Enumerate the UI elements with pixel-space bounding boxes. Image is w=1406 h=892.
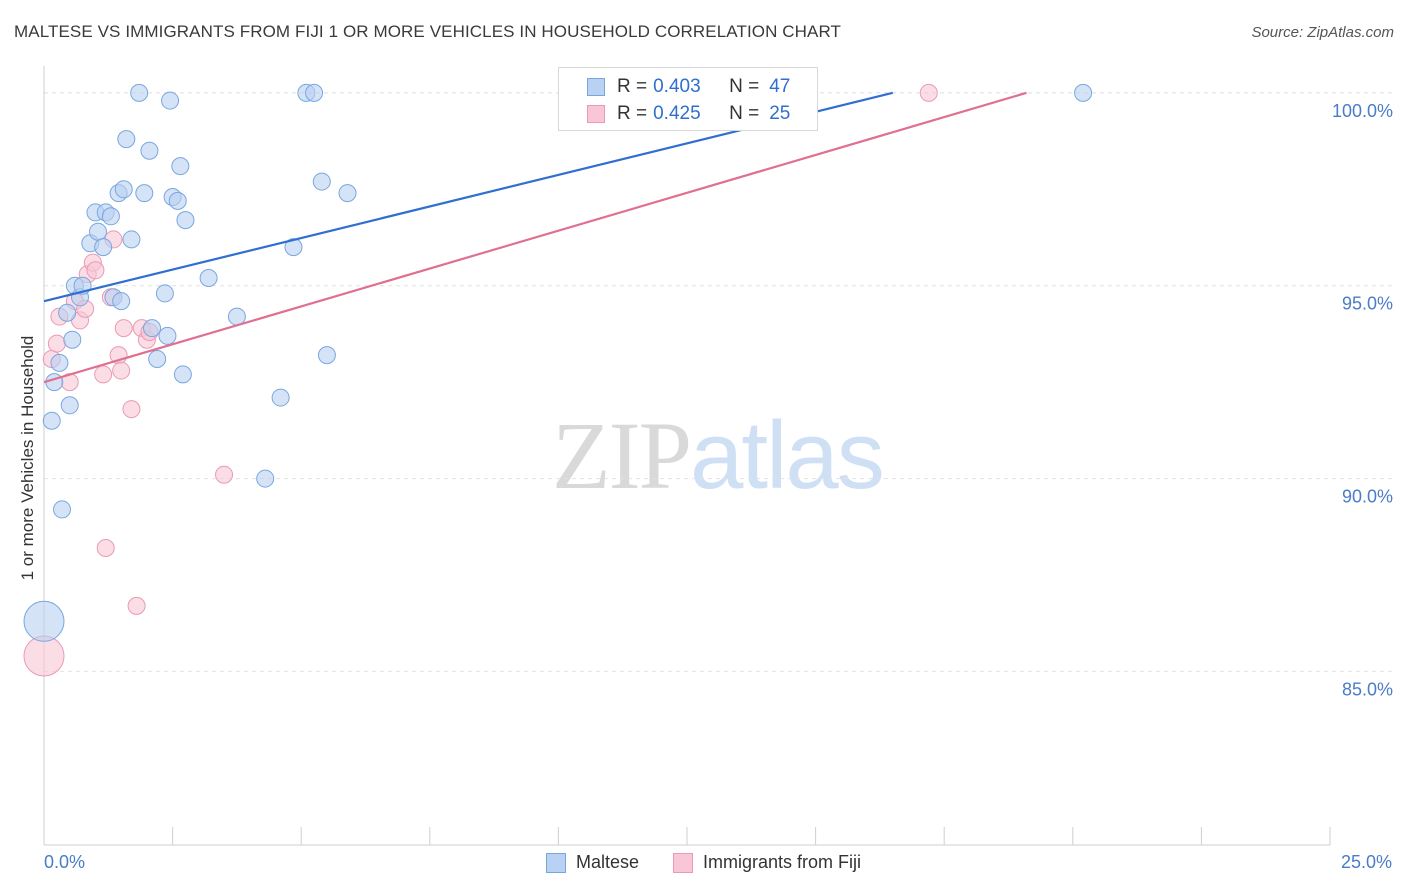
gridlines xyxy=(44,92,1394,672)
fiji-point xyxy=(96,539,115,557)
maltese-point xyxy=(256,469,275,488)
maltese-points xyxy=(23,83,1093,642)
fiji-point xyxy=(86,261,105,280)
fiji-swatch xyxy=(673,852,694,873)
maltese-point xyxy=(60,396,79,415)
maltese-point xyxy=(148,350,167,368)
maltese-point xyxy=(23,600,65,642)
maltese-point xyxy=(338,184,357,203)
fiji-swatch xyxy=(587,105,605,123)
x-tick-min: 0.0% xyxy=(44,852,86,872)
maltese-point xyxy=(42,411,61,430)
legend-row-maltese: R = 0.403 N = 47 xyxy=(587,76,790,98)
maltese-point xyxy=(284,238,303,257)
maltese-point xyxy=(58,303,77,322)
fiji-point xyxy=(112,361,131,380)
fiji-point xyxy=(122,400,141,419)
maltese-point xyxy=(171,157,190,176)
maltese-point xyxy=(317,346,336,365)
maltese-point xyxy=(312,172,331,191)
r-value: 0.403 xyxy=(653,76,701,97)
maltese-point xyxy=(122,230,141,249)
y-tick-label: 90.0% xyxy=(1342,487,1393,507)
watermark: ZIPatlas xyxy=(552,400,885,511)
stats-legend: R = 0.403 N = 47 R = 0.425 N = 25 xyxy=(558,67,818,131)
legend-row-fiji: R = 0.425 N = 25 xyxy=(587,103,790,125)
maltese-point xyxy=(101,207,120,226)
maltese-point xyxy=(45,373,64,392)
maltese-point xyxy=(1074,83,1093,102)
maltese-point xyxy=(143,319,162,338)
r-label: R = xyxy=(617,103,648,124)
axes xyxy=(43,66,1331,846)
y-tick-label: 100.0% xyxy=(1332,101,1393,121)
fiji-point xyxy=(215,465,234,484)
maltese-point xyxy=(176,211,195,230)
x-tick-max: 25.0% xyxy=(1340,852,1392,872)
maltese-point xyxy=(89,222,108,241)
y-tick-label: 95.0% xyxy=(1342,294,1393,314)
watermark-atlas: atlas xyxy=(690,402,885,509)
n-value: 25 xyxy=(769,103,791,124)
maltese-point xyxy=(114,180,133,199)
fiji-point xyxy=(23,635,65,677)
trend-lines xyxy=(43,91,1027,384)
legend-item-fiji: Immigrants from Fiji xyxy=(673,852,861,873)
n-value: 47 xyxy=(769,76,791,97)
maltese-point xyxy=(53,500,72,519)
maltese-point xyxy=(155,284,174,303)
maltese-point xyxy=(271,388,290,407)
y-tick-labels: 85.0% 90.0% 95.0% 100.0% xyxy=(1332,101,1393,700)
maltese-swatch xyxy=(587,78,605,96)
legend-label-fiji: Immigrants from Fiji xyxy=(703,852,862,872)
fiji-point xyxy=(127,596,146,615)
maltese-point xyxy=(305,83,324,102)
fiji-point xyxy=(94,365,113,384)
maltese-point xyxy=(140,141,159,160)
n-label: N = xyxy=(729,103,760,124)
maltese-point xyxy=(168,191,187,210)
series-legend: Maltese Immigrants from Fiji xyxy=(546,852,895,873)
maltese-point xyxy=(173,365,192,384)
maltese-point xyxy=(63,330,82,349)
maltese-point xyxy=(158,326,177,345)
fiji-trend-line xyxy=(43,91,1027,384)
source-credit: Source: ZipAtlas.com xyxy=(1251,24,1394,41)
fiji-point xyxy=(919,83,938,102)
maltese-point xyxy=(161,91,180,110)
maltese-point xyxy=(50,353,69,372)
maltese-swatch xyxy=(546,852,566,873)
y-axis-label: 1 or more Vehicles in Household xyxy=(18,335,37,581)
maltese-point xyxy=(94,238,113,257)
fiji-point xyxy=(114,319,133,338)
chart-title: MALTESE VS IMMIGRANTS FROM FIJI 1 OR MOR… xyxy=(14,22,842,41)
legend-label-maltese: Maltese xyxy=(576,852,640,872)
maltese-point xyxy=(135,184,154,203)
fiji-point xyxy=(47,334,66,353)
y-tick-label: 85.0% xyxy=(1342,679,1393,699)
n-label: N = xyxy=(729,76,760,97)
watermark-zip: ZIP xyxy=(552,402,692,509)
legend-item-maltese: Maltese xyxy=(546,852,639,873)
maltese-point xyxy=(112,292,131,311)
maltese-point xyxy=(117,130,136,149)
fiji-points xyxy=(23,83,938,677)
maltese-point xyxy=(199,269,218,287)
maltese-point xyxy=(130,83,149,102)
r-value: 0.425 xyxy=(653,103,701,124)
r-label: R = xyxy=(617,76,648,97)
